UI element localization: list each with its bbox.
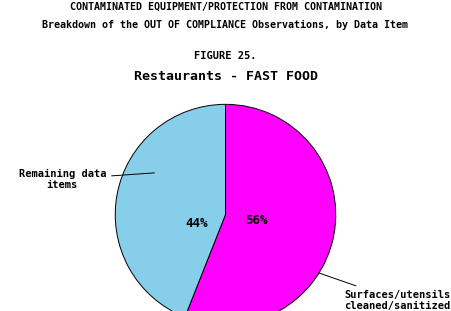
Text: Breakdown of the OUT OF COMPLIANCE Observations, by Data Item: Breakdown of the OUT OF COMPLIANCE Obser…: [42, 20, 409, 30]
Text: 56%: 56%: [245, 214, 267, 227]
Text: Remaining data
items: Remaining data items: [18, 169, 154, 190]
Text: 44%: 44%: [185, 217, 208, 230]
Text: Surfaces/utensils
cleaned/sanitized: Surfaces/utensils cleaned/sanitized: [318, 273, 451, 311]
Wedge shape: [185, 104, 336, 311]
Wedge shape: [115, 104, 226, 311]
Text: FIGURE 25.: FIGURE 25.: [194, 51, 257, 61]
Text: CONTAMINATED EQUIPMENT/PROTECTION FROM CONTAMINATION: CONTAMINATED EQUIPMENT/PROTECTION FROM C…: [69, 2, 382, 12]
Text: Restaurants - FAST FOOD: Restaurants - FAST FOOD: [133, 70, 318, 83]
